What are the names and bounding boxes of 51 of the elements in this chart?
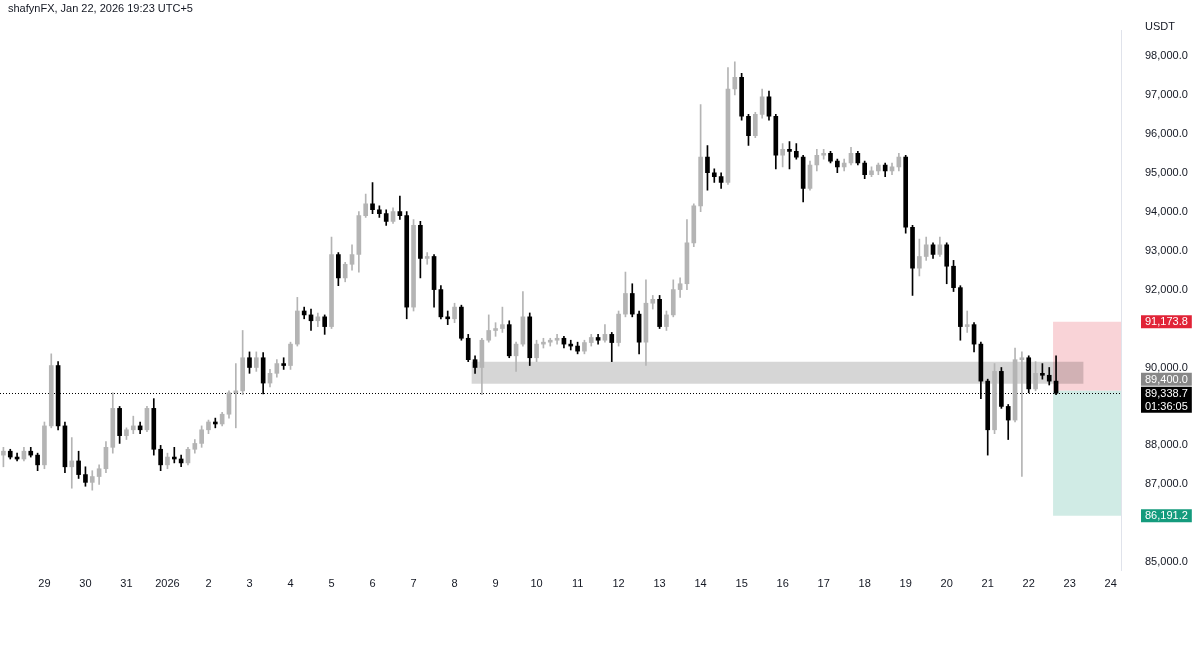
y-tick-label: 96,000.0 [1145, 126, 1188, 139]
x-tick-label: 2 [205, 576, 212, 589]
x-tick-label: 3 [246, 576, 253, 589]
x-tick-label: 23 [1063, 576, 1076, 589]
x-tick-label: 16 [776, 576, 789, 589]
x-tick-label: 22 [1022, 576, 1035, 589]
y-tick-label: 85,000.0 [1145, 555, 1188, 568]
x-tick-label: 13 [653, 576, 666, 589]
candlestick [964, 310, 970, 333]
y-tick-label: 94,000.0 [1145, 204, 1188, 217]
x-tick-label: 4 [287, 576, 294, 589]
y-tick-label: 88,000.0 [1145, 438, 1188, 451]
x-tick-label: 24 [1104, 576, 1117, 589]
x-tick-label: 12 [612, 576, 625, 589]
x-tick-label: 19 [899, 576, 912, 589]
candlestick [397, 195, 403, 220]
y-tick-label: 98,000.0 [1145, 48, 1188, 61]
band-label: 91,173.8 [1145, 315, 1188, 328]
text: 89,400.0 [1145, 372, 1188, 385]
x-tick-label: 6 [369, 576, 376, 589]
x-tick-label: 31 [120, 576, 133, 589]
x-tick-label: 17 [817, 576, 830, 589]
x-tick-label: 29 [38, 576, 51, 589]
x-tick-label: 30 [79, 576, 92, 589]
candlestick [130, 415, 136, 435]
y-tick-label: 95,000.0 [1145, 165, 1188, 178]
x-tick-label: 15 [735, 576, 748, 589]
y-tick-label: 97,000.0 [1145, 87, 1188, 100]
x-tick-label: 20 [940, 576, 953, 589]
ref-line-label: 89,338.7 [1145, 386, 1188, 399]
x-tick-label: 18 [858, 576, 871, 589]
x-tick-label: 7 [410, 576, 417, 589]
text: 01:36:05 [1145, 399, 1188, 412]
y-axis-title: USDT [1145, 20, 1176, 33]
x-tick-label: 14 [694, 576, 707, 589]
x-tick-label: 10 [530, 576, 543, 589]
x-tick-label: 21 [981, 576, 994, 589]
x-tick-label: 5 [328, 576, 335, 589]
x-tick-label: 8 [451, 576, 458, 589]
x-tick-label: 2026 [155, 576, 180, 589]
y-tick-label: 90,000.0 [1145, 360, 1188, 373]
y-tick-label: 87,000.0 [1145, 477, 1188, 490]
band-label: 86,191.2 [1145, 509, 1188, 522]
candlestick [69, 437, 75, 489]
candlestick [1019, 351, 1025, 477]
candlestick [424, 252, 430, 265]
text: shafynFX, Jan 22, 2026 19:23 UTC+5 [8, 2, 193, 15]
y-tick-label: 92,000.0 [1145, 282, 1188, 295]
x-tick-label: 11 [571, 576, 584, 589]
x-tick-label: 9 [492, 576, 499, 589]
y-tick-label: 93,000.0 [1145, 243, 1188, 256]
